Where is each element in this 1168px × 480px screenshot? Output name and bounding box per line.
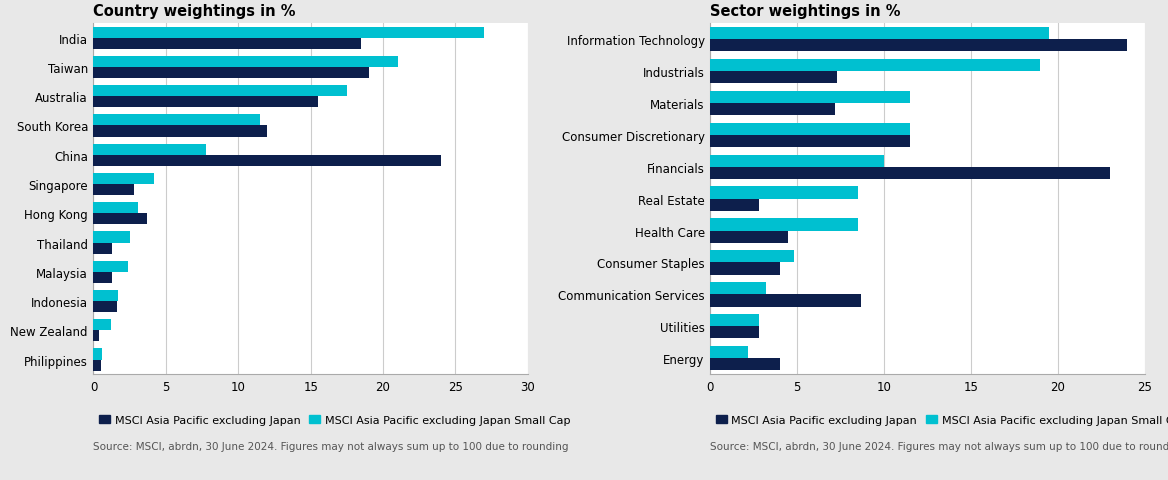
Bar <box>93 57 397 68</box>
Bar <box>93 232 130 243</box>
Bar <box>93 272 112 283</box>
Bar <box>710 283 766 295</box>
Bar <box>93 38 361 50</box>
Bar <box>710 187 858 199</box>
Bar <box>93 261 128 272</box>
Bar <box>710 231 788 243</box>
Bar <box>93 203 138 214</box>
Text: Sector weightings in %: Sector weightings in % <box>710 4 901 19</box>
Bar <box>710 295 862 307</box>
Bar <box>93 290 118 301</box>
Bar <box>710 135 910 147</box>
Bar <box>93 301 117 312</box>
Bar <box>710 92 910 104</box>
Bar <box>93 243 112 254</box>
Bar <box>93 214 147 225</box>
Text: Source: MSCI, abrdn, 30 June 2024. Figures may not always sum up to 100 due to r: Source: MSCI, abrdn, 30 June 2024. Figur… <box>710 441 1168 451</box>
Bar <box>710 199 759 211</box>
Bar <box>710 72 837 84</box>
Bar <box>710 326 759 339</box>
Bar <box>710 251 794 263</box>
Bar <box>93 27 485 38</box>
Bar <box>93 68 369 79</box>
Text: Source: MSCI, abrdn, 30 June 2024. Figures may not always sum up to 100 due to r: Source: MSCI, abrdn, 30 June 2024. Figur… <box>93 441 569 451</box>
Bar <box>710 60 1041 72</box>
Bar <box>93 97 318 108</box>
Bar <box>710 347 749 359</box>
Bar <box>93 126 267 137</box>
Bar <box>93 156 442 167</box>
Bar <box>93 185 134 196</box>
Bar <box>710 104 835 116</box>
Bar <box>93 348 102 360</box>
Bar <box>93 115 260 126</box>
Bar <box>93 86 347 97</box>
Bar <box>710 40 1127 52</box>
Bar <box>710 28 1049 40</box>
Legend: MSCI Asia Pacific excluding Japan, MSCI Asia Pacific excluding Japan Small Cap: MSCI Asia Pacific excluding Japan, MSCI … <box>716 415 1168 425</box>
Bar <box>710 219 858 231</box>
Bar <box>710 263 780 275</box>
Bar <box>93 173 154 185</box>
Bar <box>710 168 1110 180</box>
Legend: MSCI Asia Pacific excluding Japan, MSCI Asia Pacific excluding Japan Small Cap: MSCI Asia Pacific excluding Japan, MSCI … <box>99 415 570 425</box>
Bar <box>710 314 759 326</box>
Text: Country weightings in %: Country weightings in % <box>93 4 296 19</box>
Bar <box>93 360 100 371</box>
Bar <box>710 155 884 168</box>
Bar <box>93 331 99 342</box>
Bar <box>710 359 780 371</box>
Bar <box>93 320 111 331</box>
Bar <box>93 144 207 156</box>
Bar <box>710 123 910 135</box>
